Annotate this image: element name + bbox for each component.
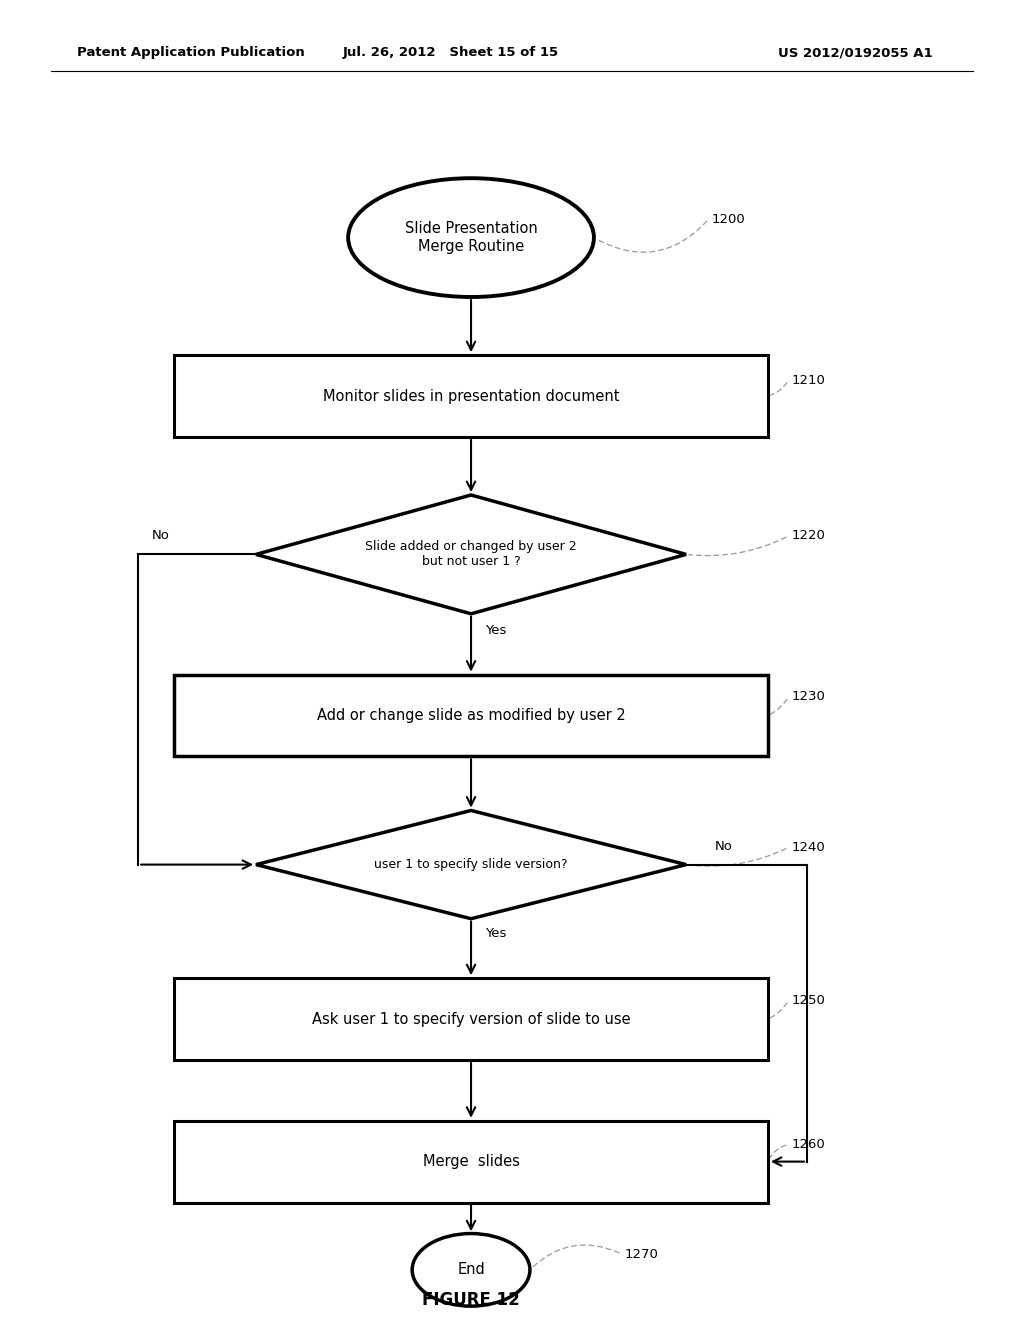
Bar: [174, 1121, 768, 1203]
Bar: [174, 675, 768, 756]
Text: Yes: Yes: [485, 623, 507, 636]
Text: Slide added or changed by user 2
but not user 1 ?: Slide added or changed by user 2 but not…: [366, 540, 577, 569]
Text: 1250: 1250: [792, 994, 825, 1007]
Text: 1220: 1220: [792, 529, 825, 543]
Text: US 2012/0192055 A1: US 2012/0192055 A1: [778, 46, 933, 59]
Text: Patent Application Publication: Patent Application Publication: [77, 46, 304, 59]
Text: 1240: 1240: [792, 841, 825, 854]
Text: 1200: 1200: [712, 213, 745, 226]
Text: Yes: Yes: [485, 927, 507, 940]
Bar: [174, 355, 768, 437]
Text: 1270: 1270: [625, 1247, 658, 1261]
Bar: [174, 978, 768, 1060]
Text: Monitor slides in presentation document: Monitor slides in presentation document: [323, 388, 620, 404]
Text: 1230: 1230: [792, 690, 825, 704]
Text: 1210: 1210: [792, 374, 825, 387]
Text: 1260: 1260: [792, 1138, 825, 1151]
Text: No: No: [715, 840, 732, 853]
Text: End: End: [457, 1262, 485, 1278]
Text: user 1 to specify slide version?: user 1 to specify slide version?: [375, 858, 567, 871]
Text: Slide Presentation
Merge Routine: Slide Presentation Merge Routine: [404, 222, 538, 253]
Text: Jul. 26, 2012   Sheet 15 of 15: Jul. 26, 2012 Sheet 15 of 15: [342, 46, 559, 59]
Text: Add or change slide as modified by user 2: Add or change slide as modified by user …: [316, 708, 626, 723]
Text: Merge  slides: Merge slides: [423, 1154, 519, 1170]
Text: Ask user 1 to specify version of slide to use: Ask user 1 to specify version of slide t…: [311, 1011, 631, 1027]
Text: No: No: [152, 528, 169, 541]
Text: FIGURE 12: FIGURE 12: [422, 1291, 520, 1309]
